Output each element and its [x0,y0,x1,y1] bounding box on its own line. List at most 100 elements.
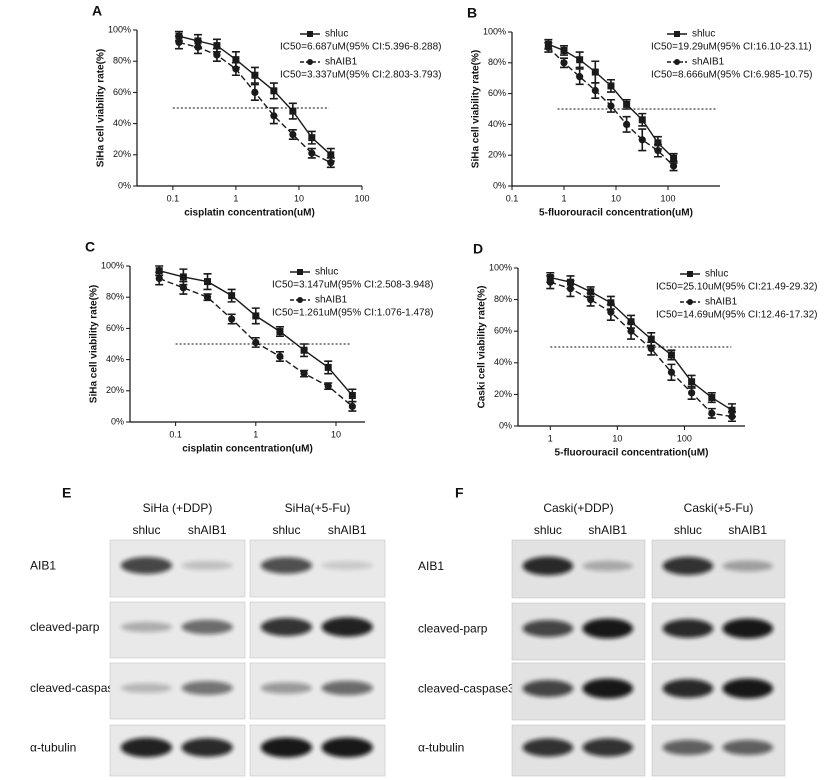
blot-lane-label: shAIB1 [188,523,227,537]
x-tick-label: 0.1 [169,429,182,439]
data-point [728,412,736,421]
blot-lane-label: shluc [674,523,702,537]
blot-row-label: α-tubulin [418,741,464,755]
y-tick-label: 40% [494,357,512,367]
legend-label: shluc [315,267,338,278]
data-point [546,278,554,286]
blot-band [582,738,634,757]
y-tick-label: 20% [488,150,506,160]
blot-band [582,678,634,699]
x-tick-label: 0.1 [167,193,180,203]
y-tick-label: 0% [118,180,131,190]
data-point [203,293,212,301]
data-point [647,344,655,353]
data-point [667,351,675,359]
blot-row-label: cleaved-caspase3 [30,681,127,695]
data-point [623,100,631,108]
data-point [607,299,615,307]
blot-band [522,620,574,637]
blot-band [662,739,714,756]
data-point [204,278,212,286]
series-line [550,276,733,411]
legend-marker [674,59,680,65]
data-point [270,87,278,95]
legend-label: shAIB1 [315,295,348,306]
legend-annotation: IC50=1.261uM(95% CI:1.076-1.478) [272,308,434,319]
x-axis-label: 5-fluorouracil concentration(uM) [555,448,709,459]
data-point [654,146,662,155]
data-point [560,59,568,67]
data-point [276,352,284,361]
data-point [688,378,696,386]
data-point [607,308,615,316]
x-tick-label: 10 [294,193,304,203]
legend-annotation: IC50=3.337uM(95% CI:2.803-3.793) [280,70,442,81]
blot-lane-label: shAIB1 [728,523,767,537]
legend-label: shAIB1 [705,297,738,308]
y-tick-label: 60% [488,88,506,98]
blot-band [321,561,373,570]
y-axis-label: SiHa cell viability rate(%) [471,50,482,168]
y-tick-label: 20% [106,385,124,395]
data-point [587,296,595,304]
data-point [654,139,662,147]
y-tick-label: 0% [493,180,506,190]
blot-group-title: SiHa(+5-Fu) [285,501,351,515]
blot-band [662,556,714,576]
legend-marker [297,269,303,275]
x-tick-label: 1 [253,429,258,439]
data-point [270,112,278,120]
blot-band [181,560,233,571]
data-point [627,327,635,335]
legend-label: shluc [325,29,348,40]
data-point [348,391,356,399]
data-point [179,273,187,281]
blot-band [582,618,634,639]
data-point [251,71,259,79]
y-tick-label: 80% [113,56,131,66]
x-axis-label: 5-fluorouracil concentration(uM) [539,208,693,219]
x-tick-label: 100 [677,433,692,443]
data-point [607,82,615,90]
y-axis-label: SiHa cell viability rate(%) [96,49,107,167]
x-tick-label: 100 [354,193,369,203]
legend-marker [297,297,303,303]
blot-band [722,618,774,639]
blot-band [181,738,233,757]
blot-row-label: AIB1 [30,559,56,573]
blot-group-title: Caski(+5-Fu) [684,501,754,515]
data-point [623,120,631,128]
blot-band [181,619,233,635]
blot-band [120,683,173,693]
data-point [348,402,356,410]
data-point [670,154,678,162]
legend-label: shAIB1 [692,57,725,68]
blot-band [260,737,313,758]
x-tick-label: 10 [612,433,622,443]
blot-row-label: AIB1 [418,559,444,573]
data-point [179,284,187,292]
y-tick-label: 40% [106,354,124,364]
data-point [627,318,635,326]
data-point [638,116,646,124]
y-tick-label: 80% [494,294,512,304]
blot-row-label: α-tubulin [30,741,76,755]
blot-band [522,556,574,576]
blot-row-label: cleaved-caspase3 [418,682,515,696]
legend-label: shluc [705,269,728,280]
legend-marker [674,31,680,37]
blot-band [321,680,373,696]
y-axis-label: Caski cell viability rate(%) [477,286,488,409]
blot-lane-label: shluc [534,523,562,537]
data-point [194,43,202,51]
data-point [232,65,240,73]
data-point [300,370,308,378]
x-tick-label: 1 [548,433,553,443]
y-tick-label: 0% [111,416,124,426]
data-point [252,338,260,347]
panel-label: D [473,241,483,257]
data-point [175,38,183,47]
blot-band [181,681,233,695]
legend-marker [307,59,313,65]
data-point [591,68,599,76]
